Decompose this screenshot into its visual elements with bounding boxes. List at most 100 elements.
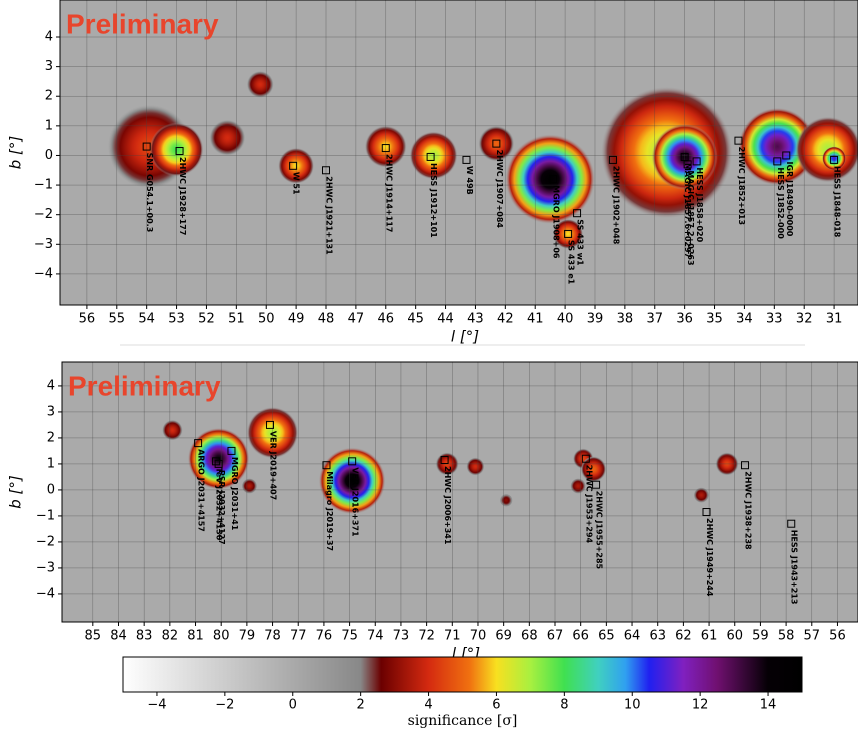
colorbar	[123, 657, 802, 692]
source-label: 2HWC J1907+084	[495, 150, 504, 229]
x-tick-label: 73	[393, 629, 410, 644]
colorbar-tick-label: 0	[289, 698, 297, 713]
significance-blob	[162, 420, 183, 441]
x-tick-label: 32	[796, 312, 813, 327]
source-label: W 49B	[465, 166, 474, 195]
x-tick-label: 78	[264, 629, 281, 644]
x-tick-label: 41	[527, 312, 544, 327]
x-tick-label: 75	[341, 629, 358, 644]
colorbar-tick-label: 10	[624, 698, 641, 713]
y-tick-label: 3	[47, 404, 55, 419]
source-label: SS 433 w1	[576, 219, 585, 266]
y-tick-label: −1	[36, 508, 55, 523]
x-tick-label: 63	[649, 629, 666, 644]
x-tick-label: 43	[467, 312, 484, 327]
x-tick-label: 79	[239, 629, 256, 644]
y-tick-label: 3	[45, 59, 53, 74]
x-tick-label: 49	[288, 312, 305, 327]
x-tick-label: 69	[495, 629, 512, 644]
source-label: 2HWC J1914+117	[384, 154, 393, 232]
source-label: 2HWC J1902+048	[611, 166, 620, 245]
x-tick-label: 80	[213, 629, 230, 644]
x-tick-label: 40	[557, 312, 574, 327]
y-tick-label: 1	[47, 456, 55, 471]
x-tick-label: 71	[444, 629, 461, 644]
x-tick-label: 72	[418, 629, 435, 644]
colorbar-tick-label: 8	[560, 698, 568, 713]
y-tick-label: −2	[34, 207, 53, 222]
x-tick-label: 39	[587, 312, 604, 327]
x-tick-label: 56	[829, 629, 846, 644]
source-label: MAGIC J1857.2+0263	[686, 170, 695, 265]
source-label: HESS J1943+213	[790, 530, 799, 605]
x-tick-label: 36	[676, 312, 693, 327]
colorbar-tick-label: 14	[760, 698, 777, 713]
source-label: 2HWC J1949+244	[705, 518, 714, 597]
x-tick-label: 84	[110, 629, 127, 644]
x-tick-label: 37	[646, 312, 663, 327]
source-label: Milagro J2019+37	[325, 471, 334, 551]
x-tick-label: 34	[736, 312, 753, 327]
y-tick-label: −3	[34, 237, 53, 252]
preliminary-annotation: Preliminary	[68, 370, 221, 401]
x-tick-label: 54	[138, 312, 155, 327]
y-tick-label: −1	[34, 178, 53, 193]
x-tick-label: 59	[752, 629, 769, 644]
y-tick-label: −4	[36, 586, 55, 601]
colorbar-tick-label: 12	[692, 698, 709, 713]
source-label: W 51	[292, 172, 301, 195]
source-label: SNR G054.1+00.3	[145, 153, 154, 233]
x-tick-label: 70	[470, 629, 487, 644]
source-label: MGRO J1908+06	[552, 185, 561, 259]
x-tick-label: 51	[228, 312, 245, 327]
y-tick-label: −2	[36, 534, 55, 549]
y-tick-label: 0	[45, 148, 53, 163]
source-label: 2HWC J1921+131	[325, 176, 334, 255]
colorbar-tick-label: 6	[492, 698, 500, 713]
sky-map-figure: SNR G054.1+00.32HWC J1928+177W 512HWC J1…	[0, 0, 858, 733]
source-label: VER J2016+371	[351, 467, 360, 537]
x-tick-label: 48	[318, 312, 335, 327]
significance-blob	[247, 71, 274, 98]
x-tick-label: 77	[290, 629, 307, 644]
x-tick-label: 47	[348, 312, 365, 327]
x-tick-label: 57	[804, 629, 821, 644]
x-tick-label: 31	[826, 312, 843, 327]
source-label: ARGO J2031+4157	[197, 449, 206, 532]
y-tick-label: 2	[47, 430, 55, 445]
x-tick-label: 46	[378, 312, 395, 327]
y-tick-label: 1	[45, 118, 53, 133]
x-tick-label: 61	[701, 629, 718, 644]
significance-blob	[500, 494, 513, 507]
x-tick-label: 64	[624, 629, 641, 644]
colorbar-tick-label: −4	[147, 698, 166, 713]
source-label: 2HWC J2006+341	[443, 466, 452, 545]
significance-blob	[570, 478, 585, 493]
x-tick-label: 55	[109, 312, 126, 327]
significance-blob	[242, 478, 257, 493]
colorbar-tick-label: −2	[215, 698, 234, 713]
x-tick-label: 82	[162, 629, 179, 644]
source-label: HESS J1912+101	[429, 163, 438, 238]
source-label: MGRO J2031+41	[230, 457, 239, 531]
x-tick-label: 67	[547, 629, 564, 644]
x-tick-label: 53	[168, 312, 185, 327]
x-tick-label: 50	[258, 312, 275, 327]
significance-blob	[505, 134, 595, 224]
x-tick-label: 45	[407, 312, 424, 327]
y-axis-label: b [°]	[7, 136, 25, 170]
source-label: 2HWC J1852+013	[737, 147, 746, 225]
y-tick-label: 4	[45, 30, 53, 45]
source-label: 2HWC J1955+285	[595, 491, 604, 570]
colorbar-label: significance [σ]	[408, 713, 518, 729]
source-label: HESS J1858+020	[695, 167, 704, 242]
y-tick-label: 0	[47, 482, 55, 497]
x-tick-label: 76	[316, 629, 333, 644]
x-axis-label: l [°]	[451, 328, 479, 346]
x-tick-label: 74	[367, 629, 384, 644]
x-tick-label: 68	[521, 629, 538, 644]
preliminary-annotation: Preliminary	[66, 8, 219, 39]
x-tick-label: 38	[617, 312, 634, 327]
